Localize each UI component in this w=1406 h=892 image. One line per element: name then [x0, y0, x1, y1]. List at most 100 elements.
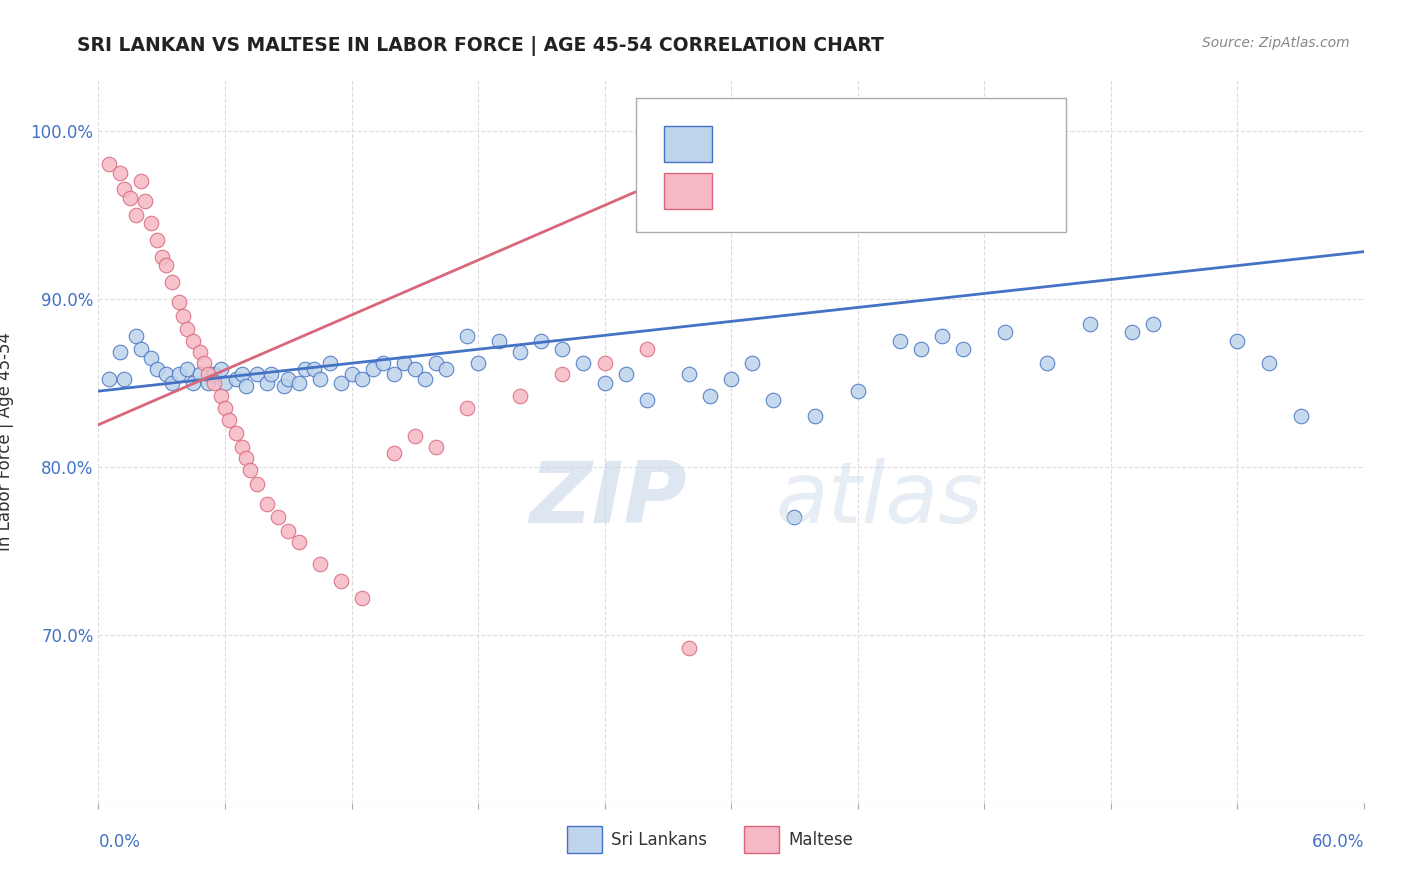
Point — [1289, 409, 1312, 424]
Y-axis label: In Labor Force | Age 45-54: In Labor Force | Age 45-54 — [0, 332, 14, 551]
Point — [572, 355, 595, 369]
Text: SRI LANKAN VS MALTESE IN LABOR FORCE | AGE 45-54 CORRELATION CHART: SRI LANKAN VS MALTESE IN LABOR FORCE | A… — [77, 36, 884, 55]
Point — [256, 376, 278, 390]
Point — [762, 392, 785, 407]
Point — [267, 510, 290, 524]
Point — [456, 328, 478, 343]
Point — [319, 355, 342, 369]
Point — [214, 401, 236, 415]
Point — [112, 372, 135, 386]
Point — [910, 342, 932, 356]
Point — [155, 368, 177, 382]
Point — [183, 334, 205, 348]
Point — [551, 368, 574, 382]
Point — [167, 295, 190, 310]
Text: ZIP: ZIP — [529, 458, 686, 541]
Point — [129, 174, 152, 188]
Point — [1121, 326, 1143, 340]
Point — [889, 334, 911, 348]
Point — [699, 389, 721, 403]
Point — [218, 413, 240, 427]
Text: N = 45: N = 45 — [896, 182, 963, 201]
Point — [197, 376, 219, 390]
Text: 60.0%: 60.0% — [1312, 833, 1364, 851]
Point — [762, 161, 785, 175]
Bar — [664, 126, 711, 161]
Point — [108, 166, 131, 180]
Point — [1036, 355, 1059, 369]
Point — [340, 368, 363, 382]
Point — [404, 429, 426, 443]
Point — [214, 376, 236, 390]
Point — [287, 376, 309, 390]
Point — [231, 440, 253, 454]
Text: Source: ZipAtlas.com: Source: ZipAtlas.com — [1202, 36, 1350, 50]
Point — [994, 326, 1017, 340]
Bar — [744, 826, 779, 854]
Point — [394, 355, 416, 369]
Text: R = 0.333: R = 0.333 — [727, 135, 825, 153]
Point — [309, 558, 332, 572]
Point — [183, 376, 205, 390]
Point — [204, 368, 226, 382]
Point — [783, 510, 806, 524]
Point — [720, 372, 742, 386]
Point — [1258, 355, 1281, 369]
Point — [225, 372, 247, 386]
Point — [277, 524, 299, 538]
Point — [425, 355, 447, 369]
Point — [141, 351, 163, 365]
Point — [155, 258, 177, 272]
Point — [330, 574, 353, 588]
Point — [436, 362, 458, 376]
Point — [413, 372, 436, 386]
Point — [1078, 317, 1101, 331]
Point — [1142, 317, 1164, 331]
Point — [162, 275, 183, 289]
Text: 0.0%: 0.0% — [98, 833, 141, 851]
Point — [636, 342, 658, 356]
Point — [593, 376, 616, 390]
Text: Sri Lankans: Sri Lankans — [610, 830, 707, 848]
Point — [509, 345, 531, 359]
Point — [108, 345, 131, 359]
Text: N = 66: N = 66 — [896, 135, 963, 153]
Point — [98, 372, 121, 386]
Point — [141, 216, 163, 230]
Point — [1226, 334, 1249, 348]
Point — [256, 497, 278, 511]
Point — [172, 309, 194, 323]
Point — [352, 591, 374, 605]
Point — [98, 157, 121, 171]
Point — [287, 535, 309, 549]
Point — [239, 463, 262, 477]
Point — [371, 355, 394, 369]
Point — [231, 368, 253, 382]
Point — [382, 446, 405, 460]
Point — [125, 328, 148, 343]
Point — [225, 426, 247, 441]
Point — [134, 194, 156, 209]
Point — [120, 191, 141, 205]
Point — [456, 401, 478, 415]
Point — [146, 233, 169, 247]
Point — [404, 362, 426, 376]
Point — [309, 372, 332, 386]
Point — [146, 362, 169, 376]
Point — [302, 362, 325, 376]
Point — [678, 368, 700, 382]
Point — [931, 328, 953, 343]
Point — [209, 389, 232, 403]
Point — [488, 334, 510, 348]
Point — [277, 372, 299, 386]
Point — [162, 376, 183, 390]
Point — [246, 476, 269, 491]
Point — [382, 368, 405, 382]
Bar — [664, 173, 711, 210]
Point — [150, 250, 173, 264]
Point — [361, 362, 384, 376]
Point — [804, 409, 827, 424]
Point — [204, 376, 226, 390]
Point — [509, 389, 531, 403]
Point — [467, 355, 489, 369]
